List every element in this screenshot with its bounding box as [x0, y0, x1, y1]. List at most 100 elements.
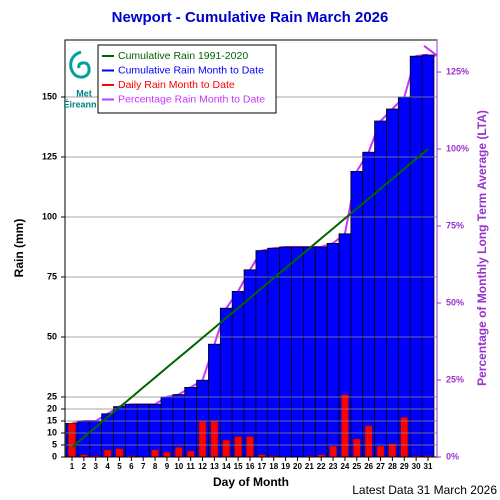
x-tick-label: 11: [186, 462, 195, 471]
x-tick-label: 4: [105, 462, 110, 471]
x-tick-label: 27: [376, 462, 385, 471]
y-tick-label: 15: [47, 415, 57, 425]
daily-bar: [186, 450, 195, 458]
cumulative-bar: [326, 242, 340, 458]
daily-bar: [175, 447, 183, 458]
daily-bar: [364, 425, 373, 458]
footer: Latest Data 31 March 2026: [352, 483, 497, 497]
x-tick-label: 17: [257, 462, 266, 471]
x-tick-label: 18: [269, 462, 278, 471]
cumulative-bar: [125, 403, 138, 458]
legend-box: [97, 44, 277, 114]
daily-bar: [68, 423, 76, 458]
legend-label: Cumulative Rain Month to Date: [118, 64, 264, 76]
x-tick-label: 10: [174, 462, 183, 471]
cumulative-bar: [231, 290, 245, 458]
y-tick-label: 50: [47, 331, 57, 341]
y-tick-label: 125: [42, 151, 57, 161]
x-tick-label: 28: [388, 462, 397, 471]
cumulative-bar: [350, 170, 364, 458]
x-tick-label: 12: [198, 462, 207, 471]
x-tick-label: 15: [234, 462, 243, 471]
y-tick-label: 20: [47, 403, 57, 413]
daily-bar: [376, 445, 385, 458]
daily-bar: [198, 420, 207, 458]
x-tick-label: 16: [246, 462, 255, 471]
legend-label: Percentage Rain Month to Date: [118, 93, 265, 105]
y2-tick-label: 125%: [446, 66, 469, 76]
x-tick-label: 26: [364, 462, 373, 471]
x-tick-label: 19: [281, 462, 290, 471]
daily-bar: [210, 420, 219, 458]
y2-axis-label: Percentage of Monthly Long Term Average …: [475, 110, 489, 386]
daily-bar: [388, 443, 397, 458]
cumulative-bar: [302, 246, 316, 458]
x-tick-label: 31: [424, 462, 433, 471]
daily-bar: [341, 394, 349, 458]
y-tick-label: 25: [47, 391, 57, 401]
x-tick-label: 14: [222, 462, 231, 471]
legend-label: Cumulative Rain 1991-2020: [118, 50, 248, 62]
cumulative-bar: [77, 420, 91, 458]
chart-title: Newport - Cumulative Rain March 2026: [112, 9, 389, 26]
y-tick-label: 150: [42, 91, 57, 101]
logo-text: Met: [76, 88, 92, 98]
y-tick-label: 10: [47, 427, 57, 437]
y-tick-label: 5: [52, 439, 57, 449]
y-tick-label: 100: [42, 211, 57, 221]
daily-bar: [353, 438, 361, 458]
daily-bar: [103, 449, 112, 458]
y2-tick-label: 0%: [446, 451, 459, 461]
y2-tick-label: 75%: [446, 220, 464, 230]
cumulative-bar: [160, 396, 174, 458]
cumulative-bar: [279, 246, 292, 458]
daily-bar: [329, 445, 337, 458]
x-tick-label: 24: [340, 462, 349, 471]
daily-bar: [400, 417, 409, 458]
daily-bar: [246, 436, 254, 458]
x-tick-label: 20: [293, 462, 302, 471]
x-tick-label: 21: [305, 462, 314, 471]
cumulative-bar: [291, 246, 304, 458]
x-tick-label: 5: [117, 462, 122, 471]
x-tick-label: 3: [94, 462, 99, 471]
x-tick-label: 29: [400, 462, 409, 471]
y2-tick-label: 100%: [446, 143, 469, 153]
logo-swirl: [69, 50, 91, 79]
cumulative-bar: [267, 247, 281, 458]
x-tick-label: 8: [153, 462, 158, 471]
legend-label: Daily Rain Month to Date: [118, 79, 235, 91]
x-tick-label: 22: [317, 462, 326, 471]
cumulative-bar: [255, 250, 269, 458]
y-tick-label: 75: [47, 271, 57, 281]
cumulative-bar: [184, 386, 198, 458]
y-axis-label: Rain (mm): [12, 219, 26, 278]
x-tick-label: 9: [165, 462, 170, 471]
cumulative-bar: [374, 120, 387, 458]
series-line: [71, 148, 429, 448]
x-tick-label: 6: [129, 462, 134, 471]
x-axis-label: Day of Month: [213, 475, 289, 489]
y2-tick-label: 50%: [446, 297, 464, 307]
cumulative-bar: [219, 307, 233, 458]
y2-tick-label: 25%: [446, 374, 464, 384]
x-tick-label: 23: [329, 462, 338, 471]
x-tick-label: 25: [352, 462, 361, 471]
daily-bar: [151, 449, 159, 458]
daily-bar: [222, 439, 231, 458]
x-tick-label: 2: [82, 462, 87, 471]
daily-bar: [234, 436, 242, 458]
x-tick-label: 7: [141, 462, 146, 471]
x-tick-label: 30: [412, 462, 421, 471]
cumulative-bar: [136, 403, 150, 458]
cumulative-bar: [386, 108, 399, 458]
daily-bar: [163, 451, 171, 458]
logo-text: Éireann: [63, 99, 96, 109]
x-tick-label: 1: [70, 462, 75, 471]
cumulative-bar: [314, 246, 328, 458]
x-tick-label: 13: [210, 462, 219, 471]
daily-bar: [115, 448, 124, 458]
cumulative-bar: [148, 403, 162, 458]
y-tick-label: 0: [52, 451, 57, 461]
